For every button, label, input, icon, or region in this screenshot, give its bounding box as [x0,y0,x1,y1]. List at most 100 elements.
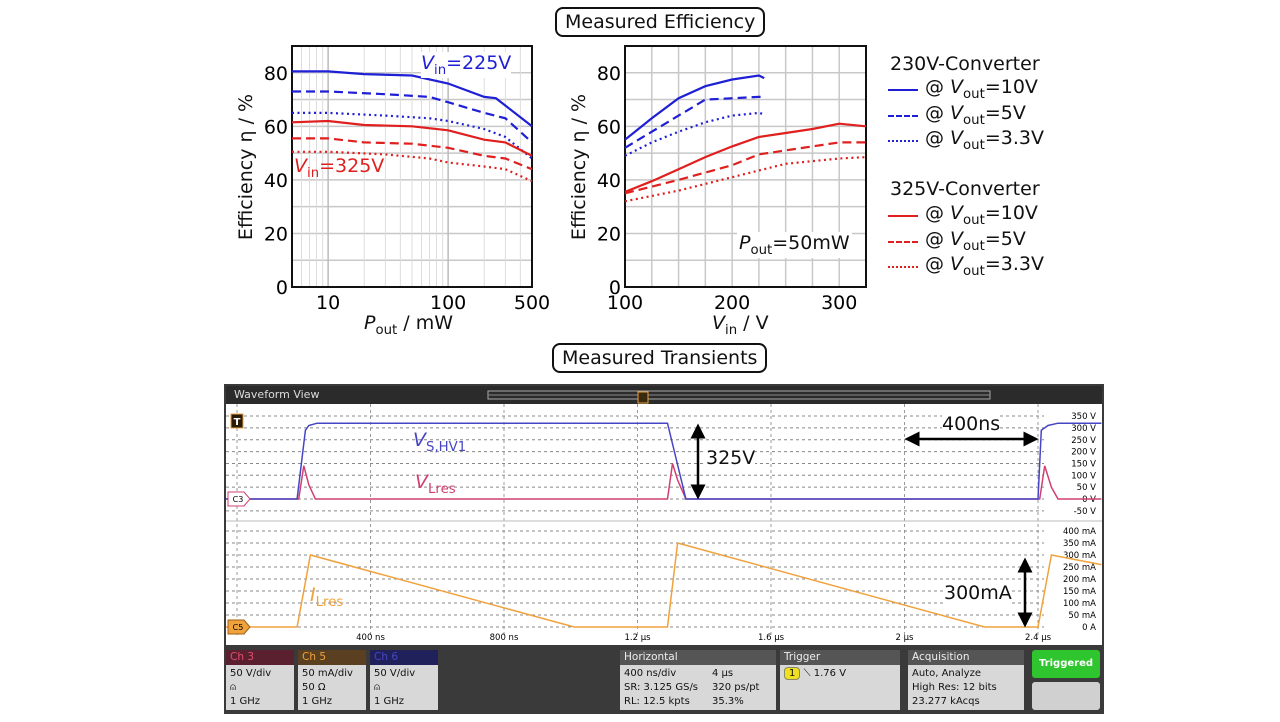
probe-icon: ⍝ [230,682,236,693]
series-line-230V-dotted [292,111,533,160]
volt-axis-label: 150 V [1071,459,1096,469]
time-axis-label: 1.2 µs [624,633,651,643]
x-tick-label: 300 [821,292,857,314]
current-axis-label: 350 mA [1063,539,1096,549]
horizontal-title: Horizontal [620,650,776,665]
current-axis-label: 50 mA [1068,611,1096,621]
trigger-position: 35.3% [712,696,744,707]
blank-button[interactable] [1032,682,1100,710]
y-tick-label: 20 [264,223,288,245]
legend-swatch [888,240,918,243]
ch3-panel[interactable]: Ch 3 50 V/div ⍝ 1 GHz [226,650,294,710]
right-chart-xlabel: Vin / V [712,312,769,338]
volt-axis-label: 300 V [1071,424,1096,434]
label-vs-hv1: VS,HV1 [413,429,467,455]
series-line-325V-solid [291,119,533,157]
annotation-vin-325: Vin=325V [294,155,385,181]
trigger-source-badge: 1 [784,667,801,680]
time-axis-label: 1.6 µs [758,633,785,643]
trace-ilres [226,542,1102,628]
volt-axis-label: 100 V [1071,471,1096,481]
efficiency-charts: 10 100 500 0 20 40 60 80 100 200 300 0 20 40 60 80 [264,45,867,314]
current-axis-label: 250 mA [1063,563,1096,573]
ch6-panel[interactable]: Ch 6 50 V/div ⍝ 1 GHz [370,650,438,710]
acq-resolution: High Res: 12 bits [912,682,997,693]
time-axis-label: 2 µs [896,633,915,643]
acq-mode: Auto, Analyze [912,668,981,679]
legend-item: @ Vout=3.3V [925,127,1044,153]
annotation-vin-225: Vin=225V [421,52,512,78]
ch3-marker [227,491,251,507]
trigger-position-marker[interactable] [637,391,649,404]
trace-vs-hv1 [226,422,1102,500]
series-line-325V-dashed [292,137,533,171]
plot-frame [624,45,867,288]
series-line-325V-dashed [624,141,866,195]
acquisition-title: Acquisition [908,650,1024,665]
acquisition-panel[interactable]: Acquisition Auto, Analyze High Res: 12 bi… [908,650,1024,710]
ch5-termination: 50 Ω [302,682,326,693]
current-axis-label: 100 mA [1063,599,1096,609]
trace-vlres [226,463,1102,500]
time-axis-label: 400 ns [356,633,385,643]
ch3-bandwidth: 1 GHz [230,696,261,707]
y-tick-label: 0 [609,277,621,299]
legend-item: @ Vout=10V [925,76,1038,102]
horizontal-panel[interactable]: Horizontal 400 ns/div 4 µs SR: 3.125 GS/s… [620,650,776,710]
resolution: 320 ps/pt [712,682,760,693]
x-tick-label: 500 [514,292,550,314]
legend-item: @ Vout=5V [925,101,1026,128]
triggered-status-button[interactable]: Triggered [1032,650,1100,678]
falling-edge-icon: ⟍ [803,668,811,679]
current-axis-label: 200 mA [1063,575,1096,585]
ch3-title: Ch 3 [226,650,294,665]
ch6-bandwidth: 1 GHz [374,696,405,707]
legend-item: @ Vout=3.3V [925,253,1044,279]
y-tick-label: 80 [264,63,288,85]
label-325v: 325V [706,447,756,469]
label-vlres: VLres [415,471,456,497]
legend-item: @ Vout=5V [925,227,1026,254]
series-line-230V-dotted [624,111,765,157]
label-300ma: 300mA [944,582,1012,604]
series-line-325V-dotted [292,150,533,183]
record-overview-bar[interactable] [486,388,992,404]
y-tick-label: 40 [264,170,288,192]
legend-swatch [888,89,918,91]
y-tick-label: 60 [264,116,288,138]
series-line-230V-solid [624,74,765,141]
trigger-level: 1.76 V [813,668,847,679]
left-chart-ylabel: Efficiency η / % [235,93,257,241]
right-chart-ylabel: Efficiency η / % [568,93,590,241]
label-ilres: ILres [310,584,344,610]
volt-axis-label: 250 V [1071,436,1096,446]
ch6-title: Ch 6 [370,650,438,665]
volt-axis-label: 0 V [1082,495,1096,505]
y-tick-label: 80 [597,63,621,85]
ch5-scale: 50 mA/div [302,668,353,679]
efficiency-title: Measured Efficiency [555,7,766,37]
y-tick-label: 60 [597,116,621,138]
ch6-scale: 50 V/div [374,668,416,679]
ch3-scale: 50 V/div [230,668,272,679]
volt-axis-label: -50 V [1074,507,1097,517]
transients-title: Measured Transients [552,343,768,373]
legend-swatch [888,114,918,117]
ch5-panel[interactable]: Ch 5 50 mA/div 50 Ω 1 GHz [298,650,366,710]
ch5-marker-label: C5 [233,623,244,632]
y-tick-label: 20 [597,223,621,245]
x-tick-label: 10 [316,292,340,314]
left-chart-xlabel: Pout / mW [364,312,454,338]
record-length: RL: 12.5 kpts [624,696,690,707]
y-tick-label: 40 [597,170,621,192]
trigger-marker [230,413,244,429]
trigger-panel[interactable]: Trigger 1 ⟍ 1.76 V [780,650,900,710]
current-axis-label: 0 A [1082,623,1096,633]
trigger-title: Trigger [780,650,900,665]
legend-swatch [888,266,918,268]
current-axis-label: 300 mA [1063,551,1096,561]
waveform-view-title: Waveform View [234,388,320,401]
series-line-230V-dashed [292,90,533,144]
